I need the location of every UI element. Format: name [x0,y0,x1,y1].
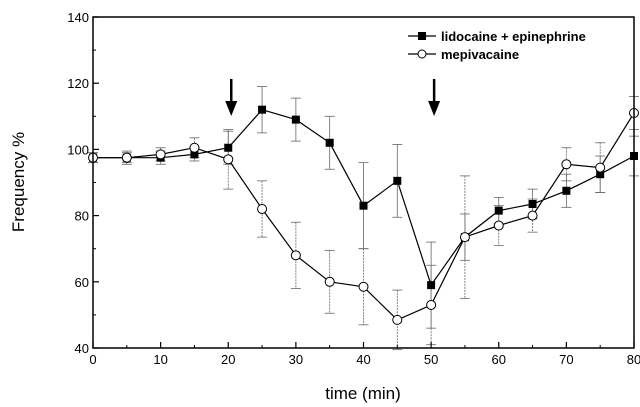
data-point-mepivacaine [121,152,132,163]
data-point-mepivacaine [392,314,403,325]
data-point-mepivacaine [290,250,301,261]
data-point-mepivacaine [459,232,470,243]
y-tick-label: 60 [75,275,89,290]
data-point-lidocaine [325,138,334,147]
y-tick-label: 40 [75,341,89,356]
data-point-mepivacaine [223,154,234,165]
y-tick-label: 140 [67,10,89,25]
data-point-lidocaine [291,115,300,124]
x-tick-label: 50 [424,352,438,367]
legend-label-lidocaine: lidocaine + epinephrine [441,29,586,44]
data-point-mepivacaine [189,142,200,153]
axis-ticks: 0 10 20 30 40 50 60 70 80 40 60 80 100 120 140 [67,10,640,367]
series-markers [88,105,639,325]
y-tick-label: 100 [67,142,89,157]
data-point-mepivacaine [324,276,335,287]
legend: lidocaine + epinephrine mepivacaine [408,29,586,62]
legend-item-lidocaine: lidocaine + epinephrine [408,29,586,44]
data-point-lidocaine [562,186,571,195]
data-point-mepivacaine [257,203,268,214]
data-point-lidocaine [494,206,503,215]
arrow-annotations [225,79,441,116]
data-point-lidocaine [258,105,267,114]
arrow-head [428,101,441,116]
data-point-lidocaine [528,200,537,209]
data-point-lidocaine [359,201,368,210]
y-tick-label: 80 [75,209,89,224]
x-tick-label: 20 [221,352,235,367]
legend-marker-lidocaine [418,32,426,40]
arrow-head [225,101,238,116]
error-bars [88,86,639,351]
x-tick-label: 70 [559,352,573,367]
data-point-mepivacaine [155,149,166,160]
y-tick-label: 120 [67,76,89,91]
data-point-mepivacaine [358,281,369,292]
x-tick-label: 0 [89,352,96,367]
data-point-mepivacaine [493,220,504,231]
data-point-lidocaine [427,281,436,290]
data-point-lidocaine [224,143,233,152]
data-point-mepivacaine [595,162,606,173]
legend-label-mepivacaine: mepivacaine [441,47,519,62]
data-point-lidocaine [393,176,402,185]
data-point-lidocaine [190,150,199,159]
data-point-mepivacaine [527,210,538,221]
data-point-mepivacaine [426,299,437,310]
legend-item-mepivacaine: mepivacaine [408,47,519,62]
legend-marker-mepivacaine [417,49,427,59]
y-axis-title: Frequency % [9,132,28,232]
x-tick-label: 10 [153,352,167,367]
x-tick-label: 30 [289,352,303,367]
x-tick-label: 80 [627,352,640,367]
data-point-mepivacaine [561,159,572,170]
x-tick-label: 60 [492,352,506,367]
x-tick-label: 40 [356,352,370,367]
data-point-lidocaine [596,170,605,179]
x-axis-title: time (min) [325,384,401,403]
